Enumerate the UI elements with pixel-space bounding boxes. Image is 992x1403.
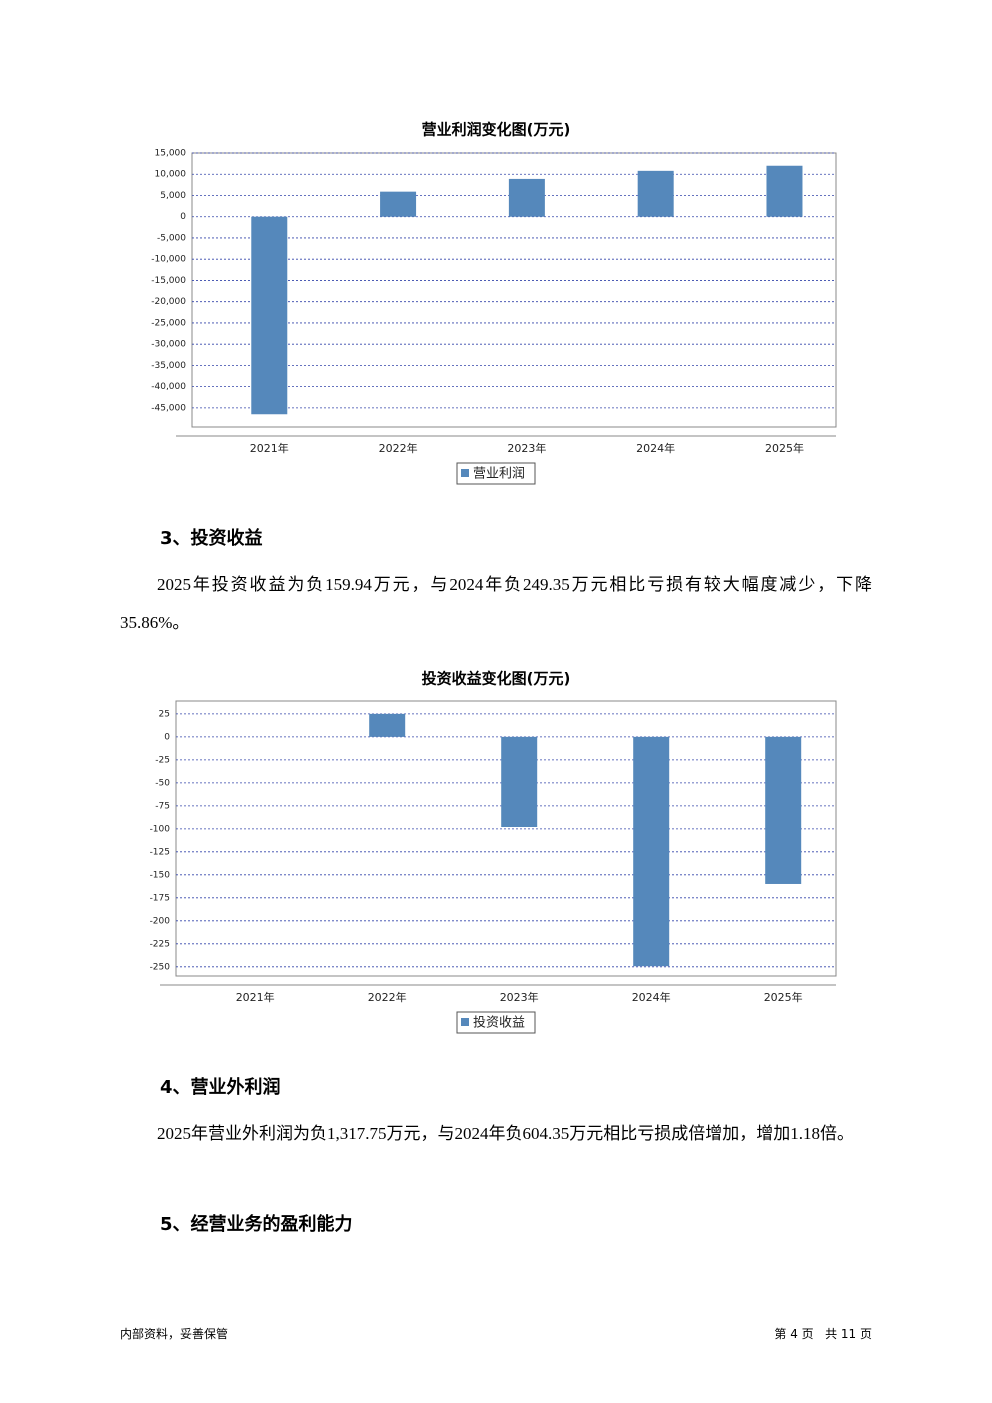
y-tick-label: -25 [155, 755, 170, 765]
bar [369, 713, 406, 737]
bar [380, 191, 417, 217]
y-tick-label: -15,000 [151, 276, 186, 286]
legend-label: 投资收益 [473, 1015, 525, 1031]
footer-left: 内部资料，妥善保管 [120, 1327, 229, 1341]
x-tick-label: 2025年 [765, 441, 804, 455]
y-tick-label: -25,000 [151, 318, 186, 328]
y-tick-label: -10,000 [151, 255, 186, 265]
paragraph: 2025年投资收益为负159.94万元，与2024年负249.35万元相比亏损有… [120, 575, 872, 632]
x-tick-label: 2025年 [764, 990, 803, 1004]
x-tick-label: 2022年 [379, 441, 418, 455]
y-tick-label: -50 [155, 778, 170, 788]
legend-box [456, 1011, 536, 1034]
y-tick-label: 0 [164, 732, 170, 742]
y-tick-label: -45,000 [151, 403, 186, 413]
x-tick-label: 2024年 [636, 441, 675, 455]
y-tick-label: -75 [155, 801, 170, 811]
y-tick-label: -125 [150, 847, 170, 857]
y-tick-label: -40,000 [151, 382, 186, 392]
bar [501, 736, 538, 828]
y-tick-label: -200 [150, 916, 171, 926]
bar [766, 165, 803, 217]
y-tick-label: 0 [180, 212, 186, 222]
x-tick-label: 2021年 [236, 990, 275, 1004]
footer-right: 第 4 页 共 11 页 [774, 1327, 872, 1341]
y-tick-label: 5,000 [160, 191, 186, 201]
y-tick-label: -30,000 [151, 340, 186, 350]
y-tick-label: -20,000 [151, 297, 186, 307]
y-tick-label: -150 [150, 870, 171, 880]
y-tick-label: 10,000 [155, 170, 187, 180]
legend-box [456, 462, 536, 485]
legend-swatch [461, 1018, 469, 1026]
y-tick-label: -5,000 [157, 233, 186, 243]
legend-label: 营业利润 [473, 467, 525, 482]
section-heading: 5、经营业务的盈利能力 [160, 1214, 353, 1235]
section-heading: 3、投资收益 [160, 528, 263, 549]
x-tick-label: 2023年 [500, 990, 539, 1004]
chart-title: 营业利润变化图(万元) [422, 121, 571, 139]
legend-swatch [461, 469, 469, 477]
y-tick-label: -100 [150, 824, 171, 834]
x-tick-label: 2021年 [250, 441, 289, 455]
paragraph: 2025年营业外利润为负1,317.75万元，与2024年负604.35万元相比… [157, 1124, 854, 1143]
bar [765, 736, 802, 884]
bar [508, 178, 545, 217]
y-tick-label: -175 [150, 893, 170, 903]
bar [633, 736, 670, 967]
section-heading: 4、营业外利润 [160, 1077, 281, 1098]
y-tick-label: -250 [150, 962, 171, 972]
y-tick-label: 25 [159, 709, 170, 719]
bar [637, 170, 674, 217]
x-tick-label: 2022年 [368, 990, 407, 1004]
x-tick-label: 2024年 [632, 990, 671, 1004]
y-tick-label: -225 [150, 939, 170, 949]
chart-title: 投资收益变化图(万元) [422, 670, 571, 688]
x-tick-label: 2023年 [507, 441, 546, 455]
y-tick-label: 15,000 [155, 149, 187, 159]
y-tick-label: -35,000 [151, 361, 186, 371]
bar [251, 216, 288, 415]
